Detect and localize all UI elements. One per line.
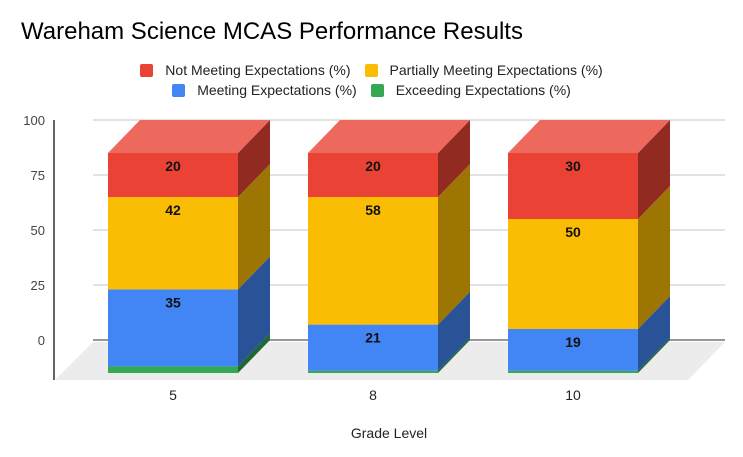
y-tick-label: 25 (31, 278, 45, 293)
bar-side-meeting-expectations (438, 291, 470, 371)
data-labels: 35 42 20 21 58 20 19 50 30 (165, 158, 581, 350)
legend-label: Not Meeting Expectations (%) (165, 62, 351, 78)
bar-segment-exceeding-expectations (108, 366, 238, 373)
bar-segment-not-meeting-expectations (108, 153, 238, 197)
legend-item-exceeding[interactable]: Exceeding Expectations (%) (370, 82, 571, 98)
bar-segment-not-meeting-expectations (508, 153, 638, 219)
bar-side-partially-meeting-expectations (238, 164, 270, 290)
bar-side-not-meeting-expectations (438, 120, 470, 197)
bar-segment-partially-meeting-expectations (108, 197, 238, 290)
data-label: 20 (365, 158, 381, 174)
data-label: 21 (365, 330, 381, 346)
legend-row: Not Meeting Expectations (%) Partially M… (0, 62, 743, 78)
bar-segment-meeting-expectations (108, 289, 238, 367)
bar-segment-exceeding-expectations (508, 370, 638, 373)
bar-side-exceeding-expectations (438, 337, 470, 373)
data-label: 20 (165, 158, 181, 174)
y-tick-label: 75 (31, 168, 45, 183)
legend-item-meeting[interactable]: Meeting Expectations (%) (172, 82, 357, 98)
y-tick-label: 0 (38, 333, 45, 348)
legend-item-partially-meeting[interactable]: Partially Meeting Expectations (%) (364, 62, 603, 78)
bar-stack (308, 120, 470, 373)
legend-item-not-meeting[interactable]: Not Meeting Expectations (%) (140, 62, 351, 78)
y-tick-label: 50 (31, 223, 45, 238)
bar-top-face (508, 120, 670, 153)
legend-swatch (370, 83, 384, 97)
bars (108, 120, 670, 373)
bar-side-not-meeting-expectations (238, 120, 270, 197)
legend-row: Meeting Expectations (%) Exceeding Expec… (0, 82, 743, 98)
x-axis-ticks: 5 8 10 (169, 387, 581, 403)
legend-swatch (140, 63, 154, 77)
bar-segment-exceeding-expectations (308, 370, 438, 373)
data-label: 42 (165, 202, 181, 218)
bar-segment-partially-meeting-expectations (508, 219, 638, 329)
x-tick-label: 10 (565, 387, 581, 403)
bar-top-face (308, 120, 470, 153)
bar-side-exceeding-expectations (238, 333, 270, 373)
data-label: 19 (565, 334, 581, 350)
x-tick-label: 8 (369, 387, 377, 403)
x-tick-label: 5 (169, 387, 177, 403)
y-axis: 0 25 50 75 100 (23, 113, 55, 380)
y-tick-label: 100 (23, 113, 45, 128)
bar-side-partially-meeting-expectations (438, 164, 470, 325)
legend-label: Partially Meeting Expectations (%) (389, 62, 603, 78)
data-label: 30 (565, 158, 581, 174)
bar-side-meeting-expectations (238, 256, 270, 367)
bar-side-partially-meeting-expectations (638, 186, 670, 329)
legend-label: Exceeding Expectations (%) (395, 82, 571, 98)
bar-top-face (108, 120, 270, 153)
legend-swatch (364, 63, 378, 77)
bar-stack (508, 120, 670, 373)
bar-segment-partially-meeting-expectations (308, 197, 438, 325)
data-label: 50 (565, 224, 581, 240)
x-axis-title: Grade Level (351, 425, 427, 441)
legend-swatch (172, 83, 186, 97)
bar-stack (108, 120, 270, 373)
data-label: 35 (165, 294, 181, 310)
bar-side-exceeding-expectations (638, 337, 670, 373)
bar-segment-meeting-expectations (508, 329, 638, 371)
bar-segment-not-meeting-expectations (308, 153, 438, 197)
data-label: 58 (365, 202, 381, 218)
bar-side-meeting-expectations (638, 296, 670, 371)
legend-label: Meeting Expectations (%) (197, 82, 357, 98)
bar-segment-meeting-expectations (308, 324, 438, 371)
chart-title: Wareham Science MCAS Performance Results (21, 18, 523, 45)
